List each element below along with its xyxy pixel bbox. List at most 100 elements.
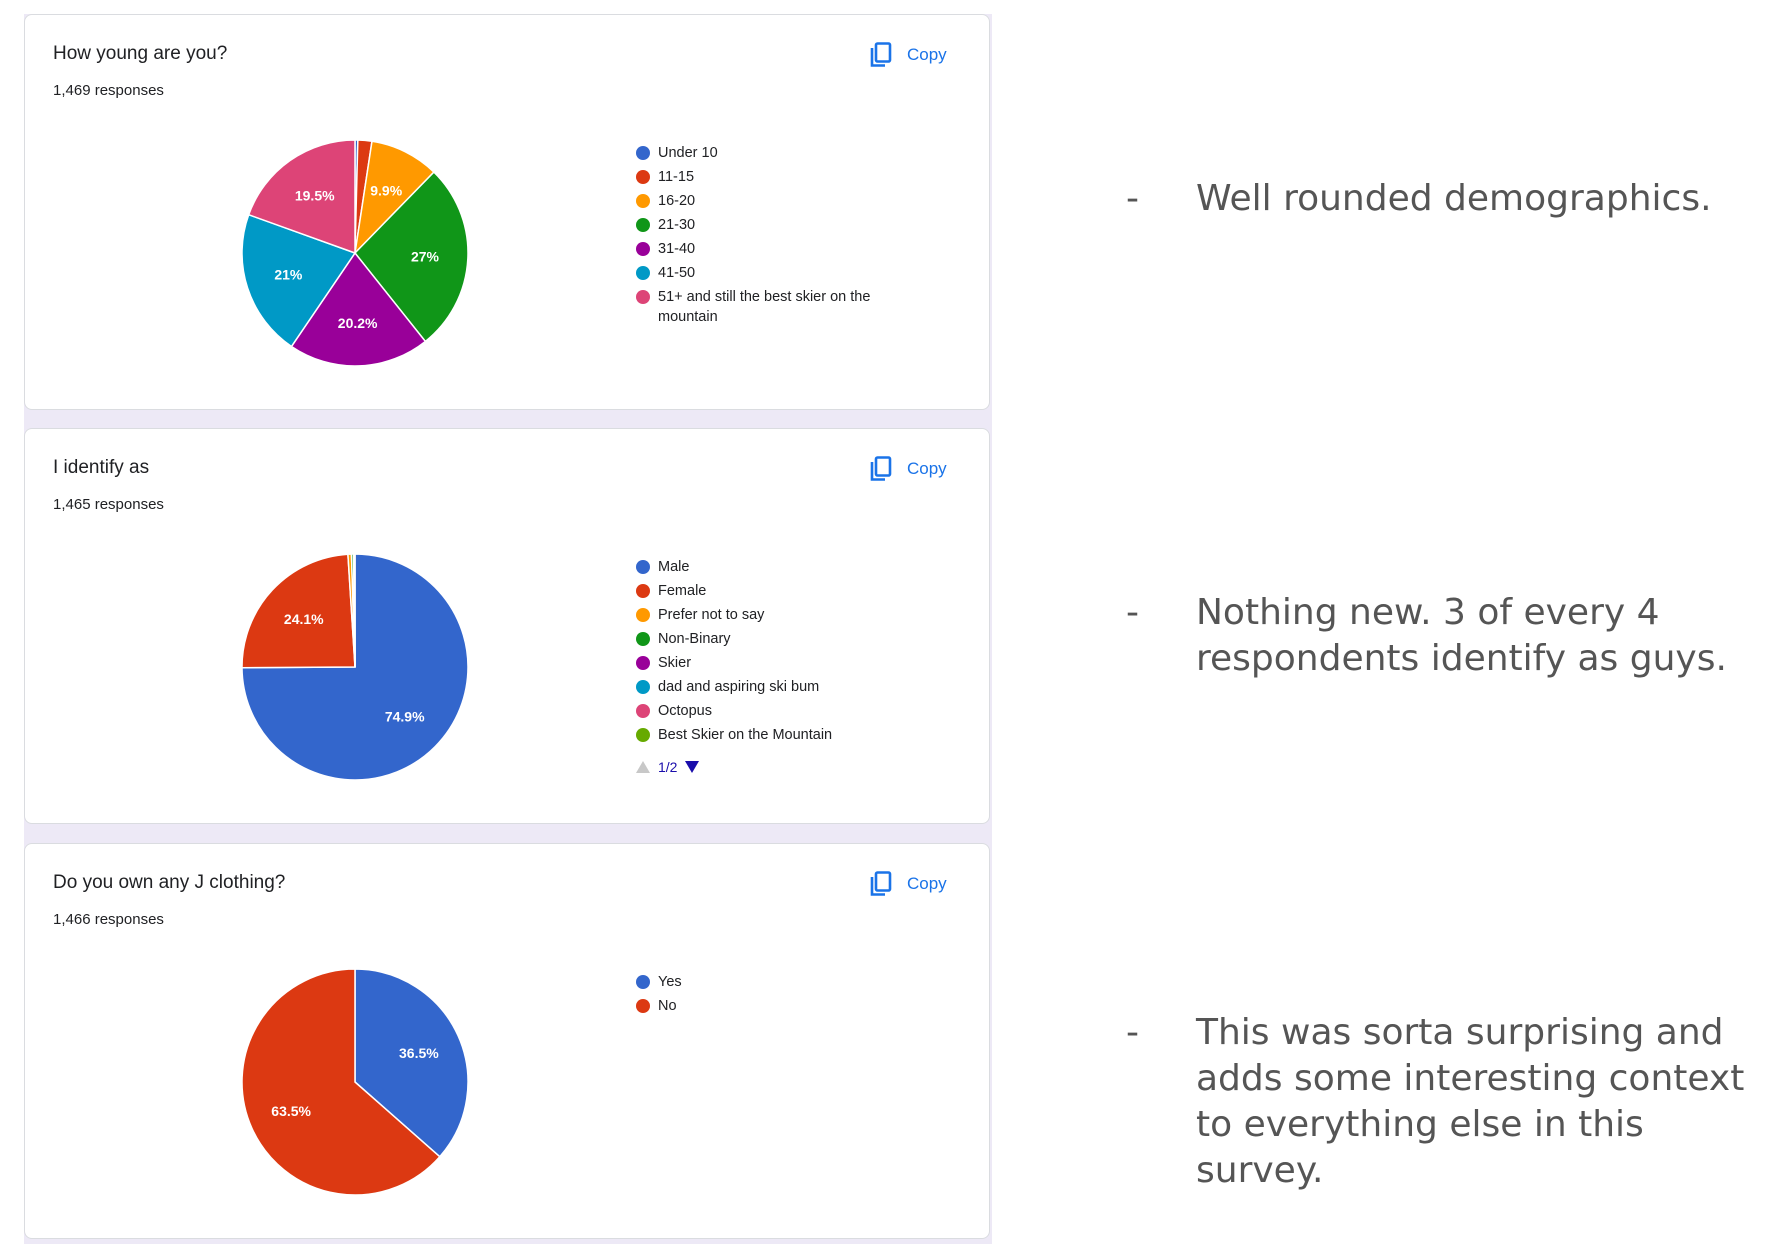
legend-item: 41-50: [636, 263, 906, 283]
bullet-dash: -: [1126, 1012, 1139, 1053]
legend-item: Octopus: [636, 701, 906, 721]
legend-swatch: [636, 146, 650, 160]
note-text: Well rounded demographics.: [1196, 178, 1712, 219]
copy-chart-button[interactable]: Copy: [869, 35, 979, 75]
legend-item: Under 10: [636, 143, 906, 163]
legend-swatch: [636, 560, 650, 574]
legend-swatch: [636, 290, 650, 304]
slice-value-label: 27%: [411, 249, 440, 265]
pie-slice-51-and-still-the-best-skier-on-the-mountain: [247, 139, 356, 255]
copy-icon: [870, 42, 892, 67]
legend-label: 31-40: [658, 241, 696, 257]
legend-swatch: [636, 656, 650, 670]
legend-label: 51+ and still the best skier on the moun…: [658, 289, 871, 325]
pie-slice-31-40: [290, 251, 427, 367]
legend-item: 16-20: [636, 191, 906, 211]
clothing-pie-chart: 36.5% 63.5%: [241, 968, 469, 1196]
legend-swatch: [636, 266, 650, 280]
legend-swatch: [636, 728, 650, 742]
pie-slice-yes: [354, 968, 469, 1158]
legend-swatch: [636, 680, 650, 694]
legend-swatch: [636, 608, 650, 622]
question-card-clothing: Do you own any J clothing? 1,466 respons…: [24, 843, 990, 1239]
legend-item: 11-15: [636, 167, 906, 187]
legend-label: Under 10: [658, 145, 718, 161]
note-clothing: - This was sorta surprising and adds som…: [1126, 1010, 1766, 1194]
copy-label: Copy: [907, 459, 947, 478]
legend-swatch: [636, 704, 650, 718]
legend-item: 31-40: [636, 239, 906, 259]
question-card-gender: I identify as 1,465 responses Copy 74.9%…: [24, 428, 990, 824]
legend-label: 21-30: [658, 217, 696, 233]
pie-slice-male: [241, 553, 469, 781]
question-title: I identify as: [53, 457, 150, 478]
bullet-dash: -: [1126, 178, 1139, 219]
slice-value-label: 63.5%: [271, 1103, 311, 1119]
pie-slice-female: [241, 553, 356, 669]
legend-swatch: [636, 194, 650, 208]
legend-label: No: [658, 998, 677, 1014]
legend-label: 41-50: [658, 265, 696, 281]
legend-item: Yes: [636, 972, 906, 992]
page-up-arrow-icon: [636, 761, 650, 773]
note-gender: - Nothing new. 3 of every 4 respondents …: [1126, 590, 1766, 682]
legend-swatch: [636, 584, 650, 598]
legend-swatch: [636, 999, 650, 1013]
legend-item: Best Skier on the Mountain: [636, 725, 906, 745]
slice-value-label: 20.2%: [338, 315, 378, 331]
copy-label: Copy: [907, 874, 947, 893]
legend-item: Skier: [636, 653, 906, 673]
legend-item: Female: [636, 581, 906, 601]
legend-item: No: [636, 996, 906, 1016]
legend-swatch: [636, 975, 650, 989]
page-down-arrow-icon[interactable]: [685, 761, 700, 773]
copy-chart-button[interactable]: Copy: [869, 449, 979, 489]
note-text: Nothing new. 3 of every 4 respondents id…: [1196, 592, 1727, 679]
legend-item: 51+ and still the best skier on the moun…: [636, 287, 906, 327]
legend-label: Skier: [658, 655, 692, 671]
age-pie-chart: 9.9% 27% 20.2% 21% 19.5%: [241, 139, 469, 367]
pie-slice-41-50: [241, 213, 357, 348]
copy-icon: [870, 456, 892, 481]
legend-label: Male: [658, 559, 690, 575]
pie-slice-no: [241, 968, 441, 1196]
note-text: This was sorta surprising and adds some …: [1196, 1012, 1745, 1191]
note-demographics: - Well rounded demographics.: [1126, 176, 1766, 222]
age-legend: Under 10 11-15 16-20 21-30 31-40 41-50 51+ and…: [636, 143, 906, 331]
legend-label: dad and aspiring ski bum: [658, 679, 820, 695]
clothing-legend: Yes No: [636, 972, 906, 1020]
legend-label: Non-Binary: [658, 631, 731, 647]
question-title: How young are you?: [53, 43, 228, 64]
gender-pie-chart: 74.9% 24.1%: [241, 553, 469, 781]
legend-label: 16-20: [658, 193, 696, 209]
response-count: 1,466 responses: [53, 911, 164, 928]
page-indicator: 1/2: [658, 759, 678, 775]
slice-value-label: 74.9%: [385, 708, 425, 724]
copy-icon: [870, 871, 892, 896]
legend-item: Non-Binary: [636, 629, 906, 649]
legend-label: Best Skier on the Mountain: [658, 727, 833, 743]
slice-value-label: 19.5%: [295, 188, 335, 204]
legend-swatch: [636, 242, 650, 256]
legend-swatch: [636, 632, 650, 646]
legend-swatch: [636, 170, 650, 184]
response-count: 1,465 responses: [53, 496, 164, 513]
slice-value-label: 21%: [274, 267, 303, 283]
gender-legend: Male Female Prefer not to say Non-Binary Ski…: [636, 557, 906, 749]
copy-chart-button[interactable]: Copy: [869, 864, 979, 904]
legend-label: Prefer not to say: [658, 607, 765, 623]
slice-value-label: 36.5%: [399, 1045, 439, 1061]
question-title: Do you own any J clothing?: [53, 872, 286, 893]
legend-swatch: [636, 218, 650, 232]
response-count: 1,469 responses: [53, 82, 164, 99]
legend-item: dad and aspiring ski bum: [636, 677, 906, 697]
legend-pager: 1/2: [636, 759, 700, 775]
bullet-dash: -: [1126, 592, 1139, 633]
slice-value-label: 24.1%: [284, 611, 324, 627]
legend-item: Prefer not to say: [636, 605, 906, 625]
legend-label: 11-15: [658, 169, 695, 185]
copy-label: Copy: [907, 45, 947, 64]
slice-value-label: 9.9%: [370, 182, 402, 198]
legend-label: Yes: [658, 974, 682, 990]
legend-item: Male: [636, 557, 906, 577]
